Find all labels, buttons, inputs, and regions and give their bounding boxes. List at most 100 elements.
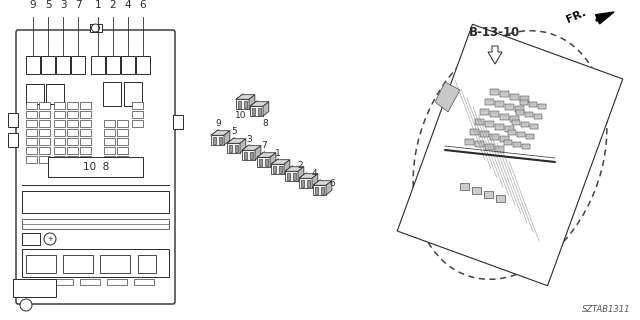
- Bar: [67, 120, 78, 127]
- Bar: [90, 24, 102, 32]
- Bar: [124, 82, 142, 106]
- Bar: [80, 129, 91, 136]
- Bar: [293, 173, 296, 180]
- Polygon shape: [475, 141, 484, 148]
- Polygon shape: [250, 102, 269, 106]
- Bar: [39, 147, 50, 154]
- Polygon shape: [236, 99, 249, 109]
- Bar: [132, 111, 143, 118]
- Bar: [117, 129, 128, 136]
- Polygon shape: [236, 95, 255, 99]
- Bar: [22, 233, 40, 245]
- Polygon shape: [495, 101, 504, 108]
- Circle shape: [92, 24, 99, 32]
- Polygon shape: [257, 153, 276, 157]
- Polygon shape: [250, 106, 263, 116]
- Bar: [67, 138, 78, 145]
- Bar: [273, 166, 276, 173]
- Polygon shape: [488, 46, 502, 64]
- Bar: [80, 102, 91, 109]
- Polygon shape: [490, 134, 499, 140]
- Bar: [287, 173, 290, 180]
- Text: 7: 7: [75, 0, 81, 10]
- Bar: [307, 180, 310, 187]
- Bar: [496, 195, 505, 202]
- Text: 9: 9: [29, 0, 36, 10]
- Text: 1: 1: [95, 0, 101, 10]
- Polygon shape: [596, 12, 614, 24]
- Bar: [56, 56, 70, 74]
- Polygon shape: [298, 167, 304, 181]
- Bar: [41, 56, 55, 74]
- Polygon shape: [500, 114, 509, 120]
- Polygon shape: [242, 146, 261, 150]
- Bar: [117, 138, 128, 145]
- Polygon shape: [520, 100, 528, 105]
- Polygon shape: [312, 174, 318, 188]
- Polygon shape: [249, 95, 255, 109]
- Text: +: +: [47, 236, 53, 242]
- Polygon shape: [257, 157, 270, 167]
- Bar: [39, 129, 50, 136]
- Bar: [8, 133, 18, 147]
- Polygon shape: [227, 143, 240, 153]
- Bar: [301, 180, 304, 187]
- Polygon shape: [475, 119, 484, 125]
- Bar: [258, 108, 261, 115]
- Polygon shape: [299, 174, 318, 178]
- Polygon shape: [529, 102, 537, 107]
- Text: 4: 4: [125, 0, 131, 10]
- Bar: [315, 187, 318, 194]
- Bar: [80, 138, 91, 145]
- Bar: [26, 84, 44, 104]
- Polygon shape: [505, 126, 514, 132]
- Bar: [26, 147, 37, 154]
- Bar: [26, 279, 46, 285]
- Polygon shape: [538, 104, 546, 109]
- Polygon shape: [211, 135, 224, 145]
- Bar: [54, 156, 65, 163]
- Bar: [250, 152, 253, 159]
- Circle shape: [20, 299, 32, 311]
- Polygon shape: [515, 106, 524, 112]
- Polygon shape: [263, 102, 269, 116]
- Text: 1: 1: [275, 148, 281, 157]
- Bar: [117, 156, 128, 163]
- Text: 2: 2: [297, 162, 303, 171]
- Bar: [54, 102, 65, 109]
- Polygon shape: [530, 124, 538, 129]
- Bar: [39, 138, 50, 145]
- Bar: [238, 101, 241, 108]
- Bar: [71, 56, 85, 74]
- Text: SZTAB1311: SZTAB1311: [582, 305, 630, 314]
- Polygon shape: [485, 144, 494, 150]
- Bar: [80, 120, 91, 127]
- Polygon shape: [495, 124, 504, 130]
- Bar: [26, 156, 37, 163]
- Polygon shape: [485, 121, 494, 127]
- Bar: [67, 111, 78, 118]
- Bar: [54, 129, 65, 136]
- Bar: [252, 108, 255, 115]
- Polygon shape: [510, 94, 519, 100]
- Bar: [460, 183, 469, 190]
- Polygon shape: [504, 140, 512, 145]
- Bar: [26, 102, 37, 109]
- Bar: [67, 129, 78, 136]
- Bar: [26, 120, 37, 127]
- Bar: [91, 56, 105, 74]
- Polygon shape: [211, 131, 230, 135]
- Bar: [63, 255, 93, 273]
- Bar: [26, 111, 37, 118]
- Polygon shape: [526, 134, 534, 139]
- Polygon shape: [435, 82, 460, 112]
- Bar: [107, 279, 127, 285]
- Bar: [104, 120, 115, 127]
- Polygon shape: [495, 146, 504, 152]
- Bar: [26, 138, 37, 145]
- Bar: [321, 187, 324, 194]
- Polygon shape: [516, 110, 524, 115]
- Bar: [67, 147, 78, 154]
- Bar: [39, 111, 50, 118]
- Bar: [173, 115, 183, 129]
